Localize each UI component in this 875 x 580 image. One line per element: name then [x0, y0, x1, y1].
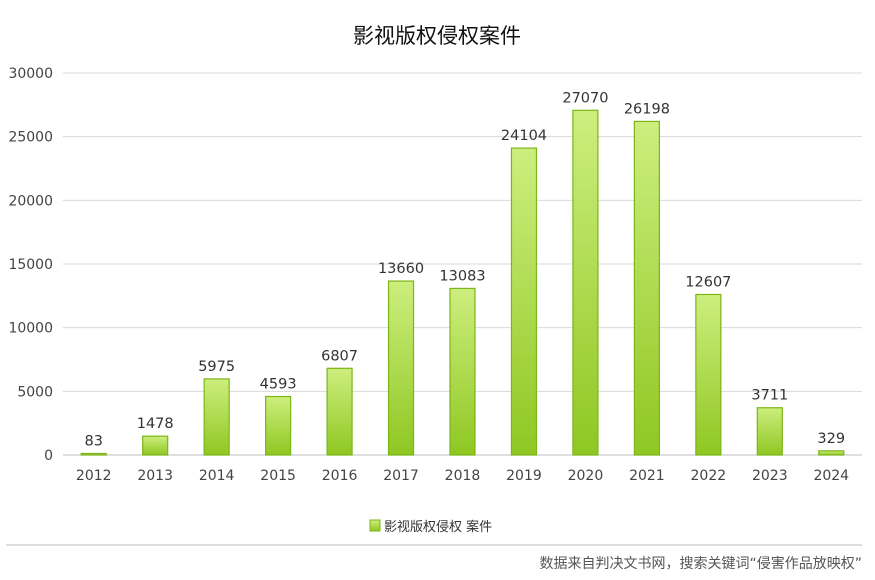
- y-tick-label: 30000: [8, 66, 53, 82]
- bar: [326, 367, 353, 456]
- x-tick-label: 2024: [813, 468, 849, 484]
- x-tick-label: 2014: [199, 468, 235, 484]
- data-label: 4593: [260, 377, 297, 393]
- x-tick-label: 2013: [137, 468, 173, 484]
- bar: [572, 109, 599, 456]
- y-tick-label: 5000: [17, 384, 53, 400]
- data-label: 26198: [624, 101, 670, 117]
- bar: [265, 395, 292, 456]
- x-tick-label: 2016: [322, 468, 358, 484]
- data-label: 1478: [137, 416, 174, 432]
- y-tick-label: 0: [44, 448, 53, 464]
- data-label: 13083: [439, 268, 485, 284]
- bar: [633, 120, 660, 456]
- source-note: 数据来自判决文书网，搜索关键词“侵害作品放映权”: [539, 555, 862, 572]
- bar: [449, 287, 476, 456]
- x-tick-label: 2020: [568, 468, 604, 484]
- bar: [510, 147, 538, 456]
- x-tick-label: 2017: [383, 468, 419, 484]
- y-tick-label: 15000: [8, 257, 53, 273]
- x-tick-label: 2022: [691, 468, 727, 484]
- legend-swatch: [369, 519, 381, 532]
- y-tick-label: 25000: [8, 130, 53, 146]
- data-label: 13660: [378, 261, 424, 277]
- x-tick-label: 2019: [506, 468, 542, 484]
- data-label: 3711: [751, 388, 788, 404]
- x-tick-label: 2018: [445, 468, 481, 484]
- y-axis: 0 5000 10000 15000 20000 25000 30000: [8, 66, 53, 464]
- legend-label: 影视版权侵权 案件: [384, 519, 492, 535]
- bars-group: 83 1478 5975 4593 6807 13660 13083 24104 27070 26…: [80, 90, 845, 456]
- data-label: 24104: [501, 128, 547, 144]
- x-axis: 2012 2013 2014 2015 2016 2017 2018 2019 2020 2021…: [76, 468, 849, 484]
- legend: 影视版权侵权 案件: [369, 519, 492, 535]
- x-tick-label: 2021: [629, 468, 665, 484]
- x-tick-label: 2023: [752, 468, 788, 484]
- x-tick-label: 2012: [76, 468, 112, 484]
- bar: [80, 452, 107, 456]
- bar: [818, 450, 845, 456]
- data-label: 5975: [198, 359, 235, 375]
- bar: [695, 293, 722, 456]
- bar: [142, 435, 169, 456]
- bar: [387, 280, 415, 456]
- data-label: 329: [817, 431, 845, 447]
- y-tick-label: 10000: [8, 321, 53, 337]
- data-label: 12607: [685, 274, 731, 290]
- x-tick-label: 2015: [260, 468, 296, 484]
- data-label: 6807: [321, 348, 358, 364]
- y-tick-label: 20000: [8, 193, 53, 209]
- bar: [756, 407, 783, 456]
- data-label: 27070: [562, 90, 608, 106]
- chart-title: 影视版权侵权案件: [353, 24, 521, 48]
- data-label: 83: [85, 434, 103, 450]
- bar: [203, 378, 230, 456]
